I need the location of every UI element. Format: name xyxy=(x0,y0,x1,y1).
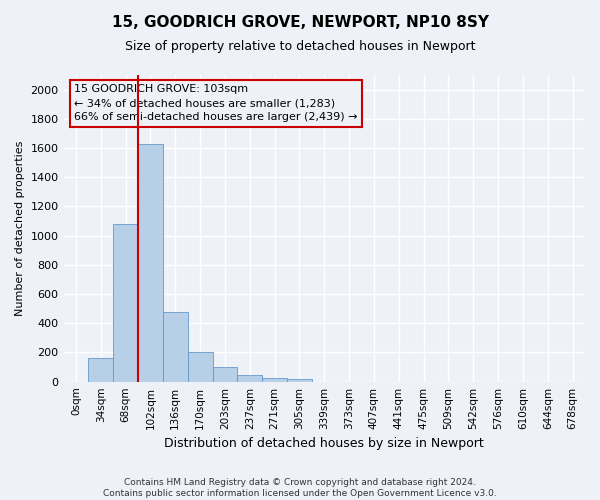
X-axis label: Distribution of detached houses by size in Newport: Distribution of detached houses by size … xyxy=(164,437,484,450)
Bar xyxy=(188,352,212,382)
Bar xyxy=(88,358,113,382)
Bar xyxy=(113,224,138,382)
Bar xyxy=(238,375,262,382)
Text: 15 GOODRICH GROVE: 103sqm
← 34% of detached houses are smaller (1,283)
66% of se: 15 GOODRICH GROVE: 103sqm ← 34% of detac… xyxy=(74,84,358,122)
Y-axis label: Number of detached properties: Number of detached properties xyxy=(15,140,25,316)
Text: Size of property relative to detached houses in Newport: Size of property relative to detached ho… xyxy=(125,40,475,53)
Text: 15, GOODRICH GROVE, NEWPORT, NP10 8SY: 15, GOODRICH GROVE, NEWPORT, NP10 8SY xyxy=(112,15,488,30)
Bar xyxy=(138,144,163,382)
Bar xyxy=(163,312,188,382)
Bar xyxy=(262,378,287,382)
Bar xyxy=(212,367,238,382)
Bar xyxy=(287,379,312,382)
Text: Contains HM Land Registry data © Crown copyright and database right 2024.
Contai: Contains HM Land Registry data © Crown c… xyxy=(103,478,497,498)
